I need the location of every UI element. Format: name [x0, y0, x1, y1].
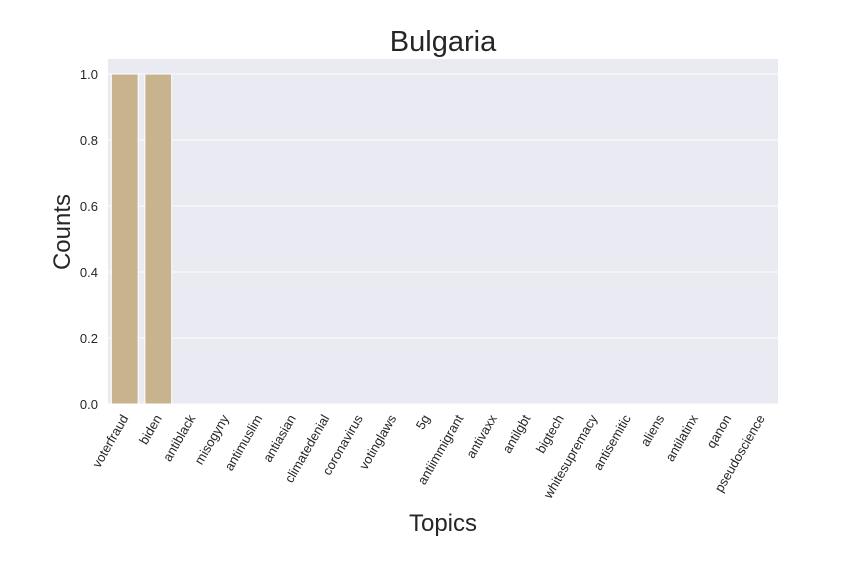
x-tick-label: biden: [136, 412, 165, 447]
y-axis-ticks: 0.0 0.2 0.4 0.6 0.8 1.0: [80, 67, 98, 412]
y-tick-label: 0.4: [80, 265, 98, 280]
bar-biden: [144, 73, 173, 405]
y-tick-label: 0.6: [80, 199, 98, 214]
x-tick-label: qanon: [703, 412, 734, 451]
x-tick-label: antilgbt: [499, 412, 533, 456]
plot-area: [108, 59, 778, 404]
y-tick-label: 0.2: [80, 331, 98, 346]
x-tick-label: aliens: [637, 412, 667, 449]
y-tick-label: 1.0: [80, 67, 98, 82]
x-axis-label: Topics: [409, 510, 477, 537]
x-tick-label: antilatinx: [662, 412, 701, 464]
x-tick-label: voterfraud: [89, 412, 131, 470]
x-axis-ticks: voterfraud bidenantiblackmisogynyantimusl…: [89, 412, 768, 502]
x-tick-label: 5g: [413, 412, 433, 432]
y-axis-label: Counts: [49, 194, 76, 270]
x-tick-label: bigtech: [533, 412, 567, 456]
y-tick-label: 0.8: [80, 133, 98, 148]
y-tick-label: 0.0: [80, 397, 98, 412]
bars: [110, 73, 173, 405]
grid: [108, 73, 778, 405]
bar-voterfraud: [110, 73, 139, 405]
chart-title: Bulgaria: [390, 26, 497, 58]
x-tick-label: antivaxx: [463, 412, 500, 461]
